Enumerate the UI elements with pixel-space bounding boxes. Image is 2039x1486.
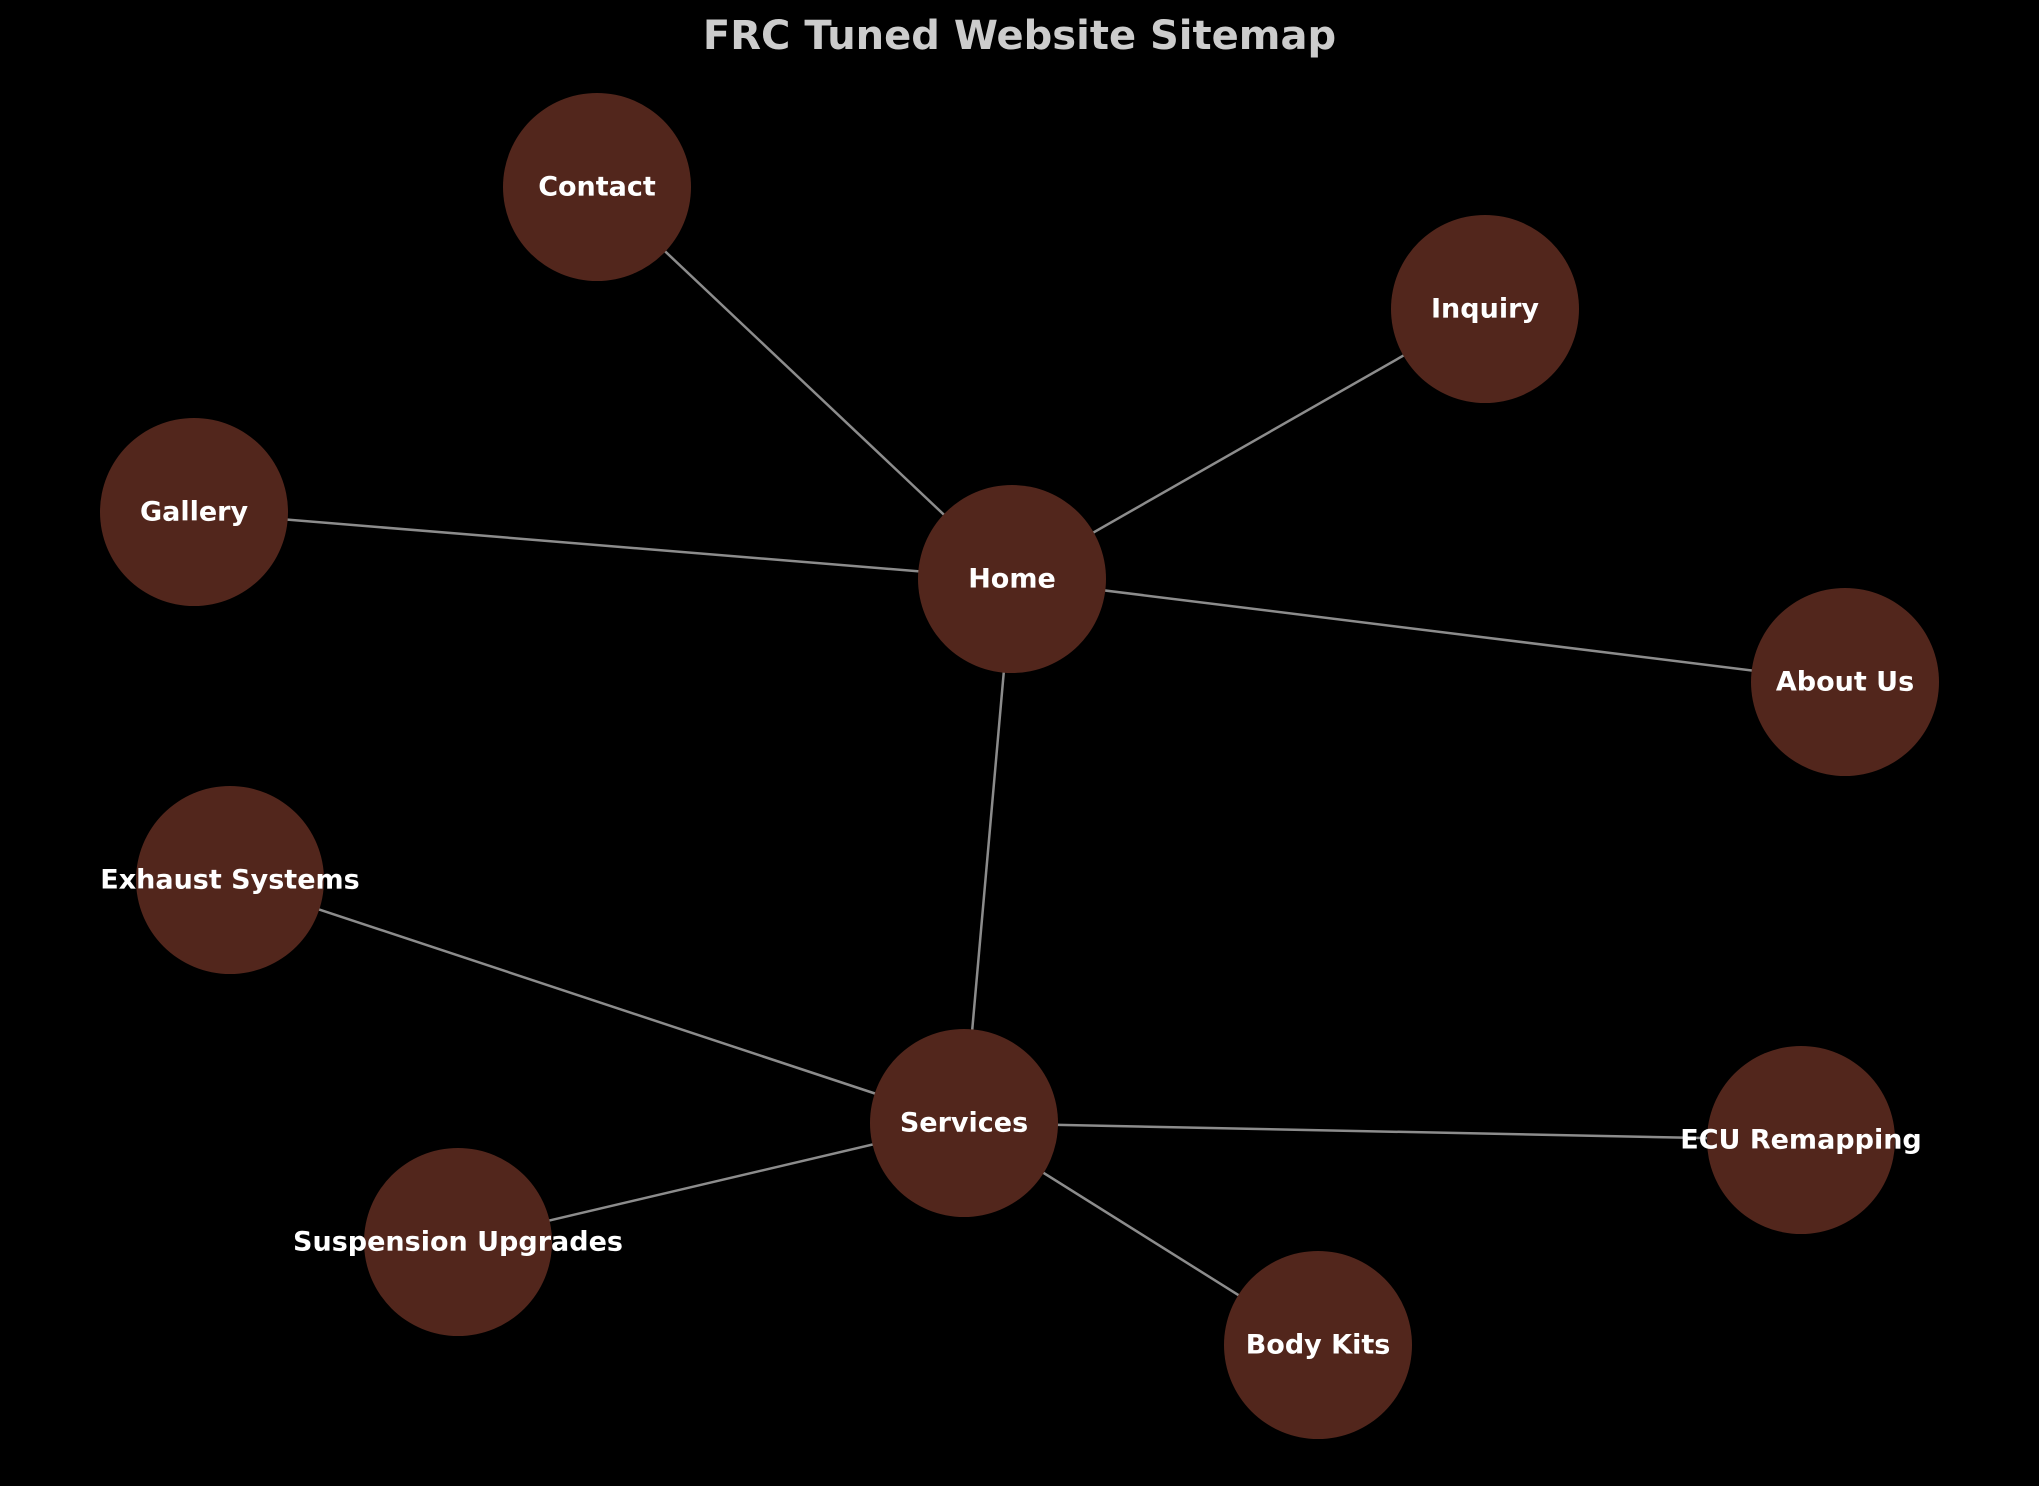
- node-ecu: ECU Remapping: [1680, 1046, 1922, 1234]
- node-label-bodykits: Body Kits: [1246, 1330, 1391, 1361]
- node-label-exhaust: Exhaust Systems: [100, 865, 359, 896]
- nodes-layer: Home Contact Inquiry Gallery About Us Service…: [100, 93, 1939, 1439]
- edge-home-contact: [596, 186, 1013, 580]
- node-services: Services: [870, 1029, 1058, 1217]
- node-label-suspension: Suspension Upgrades: [293, 1227, 623, 1258]
- node-circle-bodykits: [1224, 1251, 1412, 1439]
- node-suspension: Suspension Upgrades: [293, 1148, 623, 1336]
- node-circle-suspension: [364, 1148, 552, 1336]
- node-gallery: Gallery: [100, 418, 288, 606]
- node-label-services: Services: [900, 1108, 1028, 1139]
- node-circle-services: [870, 1029, 1058, 1217]
- node-label-gallery: Gallery: [140, 497, 249, 528]
- node-label-ecu: ECU Remapping: [1680, 1125, 1922, 1156]
- diagram-title: FRC Tuned Website Sitemap: [702, 13, 1337, 59]
- node-circle-exhaust: [136, 786, 324, 974]
- node-circle-home: [918, 485, 1106, 673]
- edge-services-exhaust: [229, 878, 965, 1125]
- node-contact: Contact: [503, 93, 691, 281]
- node-home: Home: [918, 485, 1106, 673]
- node-circle-contact: [503, 93, 691, 281]
- node-circle-ecu: [1707, 1046, 1895, 1234]
- node-circle-inquiry: [1391, 215, 1579, 403]
- edge-home-gallery: [193, 510, 1013, 581]
- node-inquiry: Inquiry: [1391, 215, 1579, 403]
- node-bodykits: Body Kits: [1224, 1251, 1412, 1439]
- node-label-home: Home: [968, 564, 1056, 595]
- node-about: About Us: [1751, 588, 1939, 776]
- node-label-inquiry: Inquiry: [1431, 294, 1539, 325]
- node-circle-gallery: [100, 418, 288, 606]
- node-label-contact: Contact: [538, 172, 656, 203]
- node-circle-about: [1751, 588, 1939, 776]
- node-exhaust: Exhaust Systems: [100, 786, 360, 974]
- edge-home-about: [1011, 577, 1846, 684]
- node-label-about: About Us: [1776, 667, 1914, 698]
- edge-services-ecu: [963, 1121, 1802, 1142]
